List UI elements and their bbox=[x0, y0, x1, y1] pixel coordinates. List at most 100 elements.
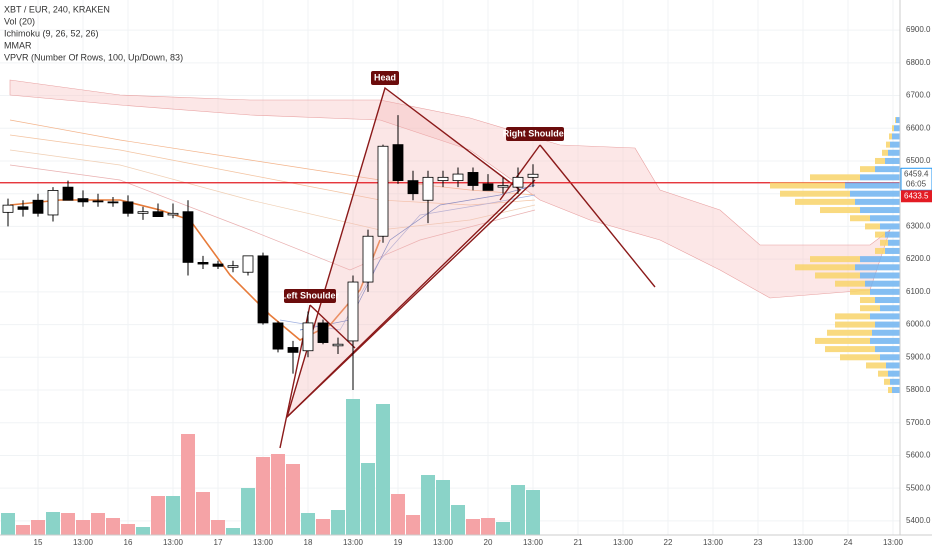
profile-down bbox=[865, 223, 880, 230]
y-tick-label: 5500.0 bbox=[906, 483, 931, 492]
profile-up bbox=[888, 239, 900, 246]
profile-down bbox=[878, 370, 888, 377]
profile-down bbox=[840, 354, 880, 361]
volume-bar bbox=[361, 463, 375, 535]
volume-bar bbox=[61, 513, 75, 535]
y-tick-label: 5800.0 bbox=[906, 385, 931, 394]
profile-down bbox=[860, 166, 875, 173]
volume-bar bbox=[211, 520, 225, 535]
x-tick-label: 21 bbox=[574, 538, 583, 547]
profile-up bbox=[870, 337, 900, 344]
profile-down bbox=[860, 297, 875, 304]
profile-down bbox=[860, 305, 880, 312]
annotations: Head Left Shoulder Right Shoulder bbox=[281, 71, 568, 303]
volume-bar bbox=[241, 488, 255, 535]
volume-bar bbox=[496, 522, 510, 535]
x-tick-label: 22 bbox=[664, 538, 673, 547]
profile-down bbox=[889, 133, 892, 140]
volume-bar bbox=[46, 512, 60, 535]
candle-body bbox=[2, 204, 14, 213]
profile-up bbox=[880, 305, 900, 312]
profile-up bbox=[885, 231, 900, 238]
annotation: Head bbox=[374, 72, 396, 82]
profile-up bbox=[865, 280, 900, 287]
volume-bar bbox=[331, 510, 345, 535]
profile-down bbox=[770, 182, 845, 189]
profile-up bbox=[855, 264, 900, 271]
x-tick-label: 19 bbox=[394, 538, 403, 547]
candle-body bbox=[452, 173, 464, 182]
candle-body bbox=[47, 190, 59, 216]
candle-body bbox=[437, 176, 449, 182]
countdown: 06:05 bbox=[906, 179, 927, 188]
volume-bar bbox=[181, 434, 195, 535]
candle-body bbox=[362, 235, 374, 283]
y-tick-label: 5400.0 bbox=[906, 516, 931, 525]
candle-body bbox=[287, 347, 299, 353]
volume-bar bbox=[256, 457, 270, 535]
volume-bar bbox=[376, 404, 390, 535]
y-tick-label: 6500.0 bbox=[906, 156, 931, 165]
candle-body bbox=[272, 322, 284, 350]
grid bbox=[0, 0, 900, 535]
x-tick-label: 13:00 bbox=[523, 538, 544, 547]
volume-bar bbox=[481, 518, 495, 535]
volume-bar bbox=[76, 520, 90, 535]
profile-down bbox=[827, 329, 872, 336]
candle-body bbox=[347, 281, 359, 342]
annotation: Left Shoulder bbox=[281, 290, 339, 300]
candle-body bbox=[257, 255, 269, 324]
x-tick-label: 13:00 bbox=[793, 538, 814, 547]
y-tick-label: 6900.0 bbox=[906, 25, 931, 34]
volume-bar bbox=[271, 454, 285, 535]
indicator: Ichimoku (9, 26, 52, 26) bbox=[4, 28, 99, 38]
volume-bar bbox=[406, 515, 420, 535]
volume-layer bbox=[1, 399, 540, 535]
profile-up bbox=[890, 378, 900, 385]
profile-up bbox=[855, 198, 900, 205]
candle-body bbox=[212, 263, 224, 267]
profile-up bbox=[845, 182, 900, 189]
indicator: Vol (20) bbox=[4, 16, 35, 26]
profile-up bbox=[888, 149, 900, 156]
volume-bar bbox=[346, 399, 360, 535]
candle-body bbox=[302, 322, 314, 352]
volume-bar bbox=[286, 464, 300, 535]
indicator: VPVR (Number Of Rows, 100, Up/Down, 83) bbox=[4, 52, 183, 62]
x-tick-label: 13:00 bbox=[73, 538, 94, 547]
price-axis bbox=[900, 0, 932, 550]
y-tick-label: 6600.0 bbox=[906, 123, 931, 132]
profile-down bbox=[825, 346, 875, 353]
y-tick-label: 6700.0 bbox=[906, 91, 931, 100]
candle-body bbox=[497, 185, 509, 188]
volume-bar bbox=[436, 480, 450, 535]
candle-body bbox=[227, 265, 239, 268]
candle-body bbox=[62, 186, 74, 201]
x-tick-label: 15 bbox=[34, 538, 43, 547]
x-tick-label: 13:00 bbox=[343, 538, 364, 547]
profile-up bbox=[896, 117, 900, 124]
profile-up bbox=[885, 247, 900, 254]
profile-down bbox=[810, 174, 860, 181]
y-tick-label: 5900.0 bbox=[906, 352, 931, 361]
volume-bar bbox=[31, 520, 45, 535]
chart-title: XBT / EUR, 240, KRAKEN bbox=[4, 4, 110, 14]
profile-down bbox=[866, 362, 886, 369]
candle-body bbox=[122, 201, 134, 214]
candle-body bbox=[332, 343, 344, 347]
volume-profile bbox=[770, 117, 900, 394]
profile-down bbox=[850, 215, 870, 222]
volume-bar bbox=[421, 475, 435, 535]
volume-bar bbox=[16, 525, 30, 535]
legend: XBT / EUR, 240, KRAKEN Vol (20) Ichimoku… bbox=[4, 4, 183, 62]
profile-up bbox=[860, 207, 900, 214]
candle-body bbox=[107, 201, 119, 204]
profile-down bbox=[886, 141, 890, 148]
profile-down bbox=[888, 387, 892, 394]
x-tick-label: 23 bbox=[754, 538, 763, 547]
profile-up bbox=[870, 288, 900, 295]
annotation-box bbox=[506, 127, 564, 141]
profile-up bbox=[892, 133, 900, 140]
candle-body bbox=[152, 211, 164, 217]
x-tick-label: 13:00 bbox=[613, 538, 634, 547]
